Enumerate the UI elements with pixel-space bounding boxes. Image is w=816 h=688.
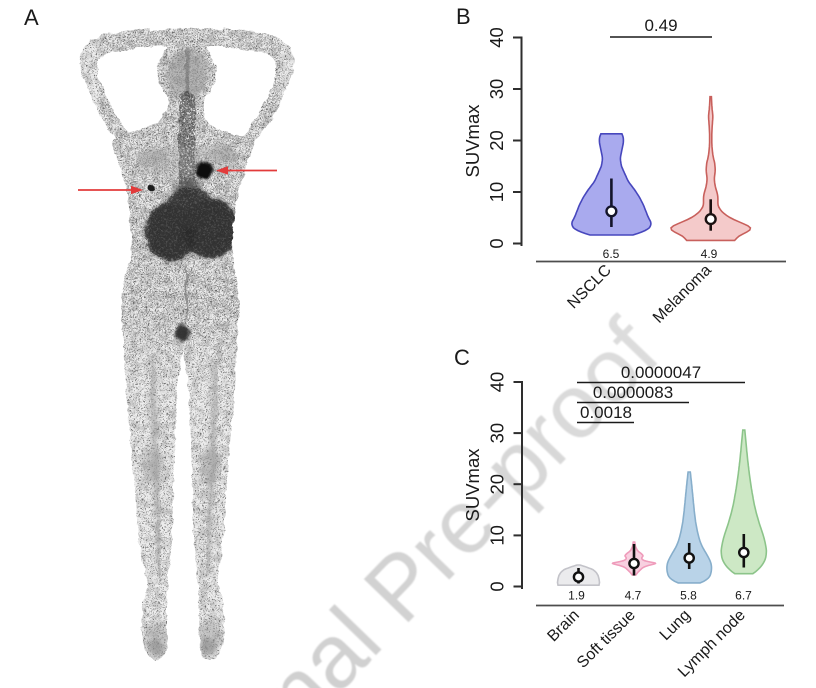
svg-text:0.49: 0.49 [644, 16, 677, 35]
svg-text:A: A [24, 5, 39, 30]
svg-text:4.9: 4.9 [701, 247, 718, 261]
svg-text:4.7: 4.7 [625, 589, 642, 603]
svg-text:6.7: 6.7 [735, 589, 752, 603]
svg-text:30: 30 [487, 423, 508, 444]
svg-text:30: 30 [486, 79, 507, 100]
svg-text:10: 10 [486, 182, 507, 203]
svg-text:0.0000083: 0.0000083 [593, 383, 673, 402]
svg-text:20: 20 [487, 474, 508, 495]
svg-text:B: B [456, 4, 471, 29]
svg-text:10: 10 [487, 525, 508, 546]
svg-text:SUVmax: SUVmax [462, 104, 483, 178]
svg-text:40: 40 [486, 27, 507, 48]
svg-text:20: 20 [486, 130, 507, 151]
svg-text:6.5: 6.5 [603, 247, 620, 261]
svg-text:0: 0 [486, 238, 507, 248]
svg-text:40: 40 [487, 372, 508, 393]
svg-text:SUVmax: SUVmax [462, 448, 483, 522]
svg-text:C: C [454, 345, 470, 370]
svg-text:1.9: 1.9 [568, 589, 585, 603]
svg-text:0: 0 [487, 581, 508, 591]
svg-text:5.8: 5.8 [680, 589, 697, 603]
svg-text:0.0018: 0.0018 [580, 403, 632, 422]
svg-text:0.0000047: 0.0000047 [621, 363, 701, 382]
